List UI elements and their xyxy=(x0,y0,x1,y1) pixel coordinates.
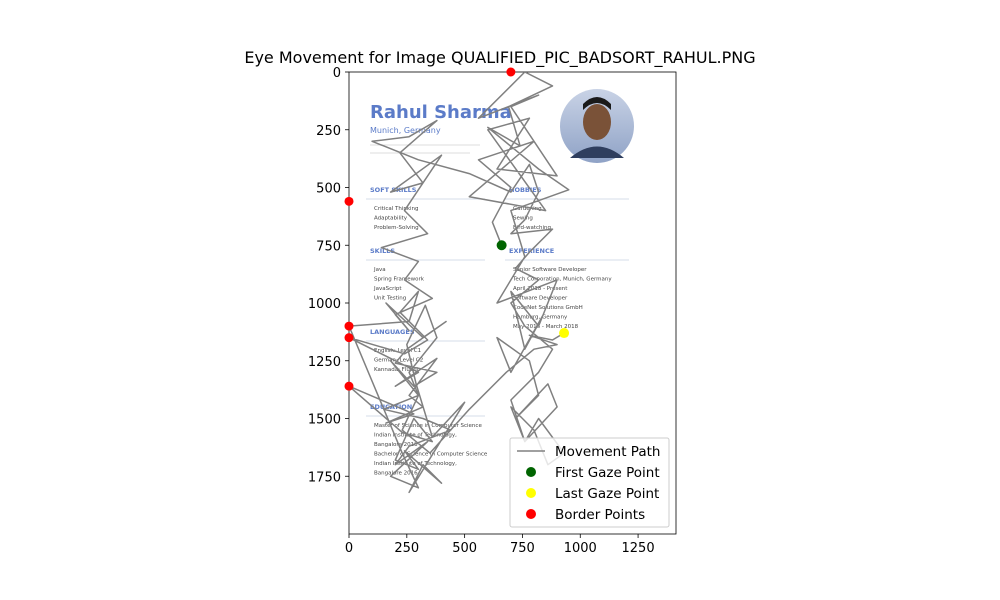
x-tick-label: 500 xyxy=(452,541,477,556)
legend-border-points-label: Border Points xyxy=(555,507,645,523)
resume-section-item: Adaptability xyxy=(374,216,408,222)
resume-section-item: Tech Corporation, Munich, Germany xyxy=(512,277,612,283)
y-tick-label: 1250 xyxy=(308,355,341,370)
legend-first-gaze-swatch xyxy=(526,467,536,477)
resume-section-item: JavaScript xyxy=(373,286,402,292)
first-gaze-point xyxy=(497,240,507,250)
border-point xyxy=(506,68,515,77)
x-tick-label: 1000 xyxy=(564,541,597,556)
border-point xyxy=(345,322,354,331)
y-tick-label: 0 xyxy=(333,66,341,81)
y-tick-label: 1000 xyxy=(308,297,341,312)
resume-section-item: Java xyxy=(373,267,386,273)
x-tick-label: 1250 xyxy=(622,541,655,556)
legend: Movement Path First Gaze Point Last Gaze… xyxy=(510,438,669,527)
y-tick-label: 500 xyxy=(316,182,341,197)
border-point xyxy=(345,382,354,391)
x-tick-label: 0 xyxy=(345,541,353,556)
y-tick-label: 1500 xyxy=(308,413,341,428)
resume-section-item: Software Developer xyxy=(513,296,568,302)
resume-section-item: Unit Testing xyxy=(374,296,406,302)
y-tick-label: 1750 xyxy=(308,470,341,485)
legend-first-gaze-label: First Gaze Point xyxy=(555,465,660,481)
border-point xyxy=(345,197,354,206)
resume-section-item: Problem-Solving xyxy=(374,225,419,231)
x-tick-label: 750 xyxy=(510,541,535,556)
legend-movement-path-label: Movement Path xyxy=(555,444,660,460)
legend-border-points-swatch xyxy=(526,509,536,519)
x-tick-label: 250 xyxy=(394,541,419,556)
legend-last-gaze-swatch xyxy=(526,488,536,498)
last-gaze-point xyxy=(559,328,569,338)
resume-section-item: May 2016 - March 2018 xyxy=(513,324,579,330)
y-tick-label: 250 xyxy=(316,124,341,139)
resume-location: Munich, Germany xyxy=(370,126,441,135)
legend-last-gaze-label: Last Gaze Point xyxy=(555,486,659,502)
border-point xyxy=(345,333,354,342)
y-tick-label: 750 xyxy=(316,239,341,254)
resume-section-item: Critical Thinking xyxy=(374,206,419,212)
resume-section-item: Spring Framework xyxy=(374,277,425,283)
resume-name: Rahul Sharma xyxy=(370,102,512,123)
